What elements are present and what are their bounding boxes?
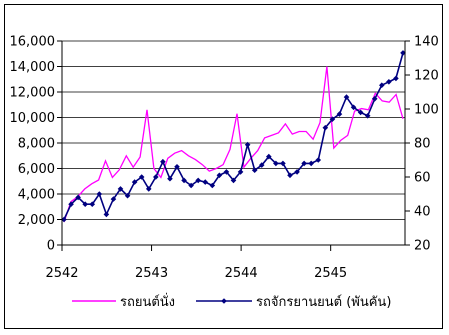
data-point <box>336 111 343 117</box>
gridlines <box>62 40 405 220</box>
series-1 <box>63 66 404 223</box>
data-point <box>280 160 286 167</box>
legend: รถยนต์นั่ง รถจักรยานยนต์ (พันคัน) <box>72 293 391 310</box>
data-point <box>188 182 194 189</box>
data-point <box>174 164 180 170</box>
data-point <box>124 192 131 199</box>
y-right-tick-label: 40 <box>414 205 431 220</box>
y-left-tick-label: 4,000 <box>18 188 55 203</box>
data-point <box>400 50 406 56</box>
y-left-tick-label: 12,000 <box>10 86 56 101</box>
y-right-tick-label: 140 <box>414 35 439 50</box>
y-right-tick-label: 60 <box>414 171 431 186</box>
data-point <box>379 82 385 88</box>
x-tick-label: 2544 <box>225 266 258 281</box>
data-point <box>145 186 152 192</box>
y-left-tick-label: 16,000 <box>10 35 56 50</box>
data-point <box>294 169 300 175</box>
data-point <box>258 162 265 168</box>
data-point <box>371 96 378 102</box>
y-right-tick-label: 20 <box>414 239 431 254</box>
y-left-tick-label: 10,000 <box>10 111 56 126</box>
data-point <box>110 196 117 202</box>
data-point <box>160 158 166 165</box>
data-point <box>273 160 279 167</box>
data-point <box>251 167 258 173</box>
data-point <box>230 177 237 184</box>
data-point <box>364 113 371 119</box>
y-left-tick-label: 0 <box>47 239 55 254</box>
data-point <box>266 153 272 160</box>
data-point <box>223 169 230 175</box>
data-point <box>216 172 223 179</box>
data-point <box>322 124 329 131</box>
y-right-tick-label: 120 <box>414 69 439 84</box>
data-point <box>195 177 201 184</box>
data-point <box>82 201 88 207</box>
x-tick-label: 2543 <box>135 266 168 281</box>
data-point <box>61 216 67 223</box>
data-point <box>357 109 364 116</box>
data-point <box>138 174 145 180</box>
data-point <box>117 186 124 192</box>
legend-item-1: รถยนต์นั่ง <box>72 293 175 310</box>
data-point <box>131 179 138 185</box>
x-tick-label: 2542 <box>45 266 78 281</box>
data-point <box>153 174 159 180</box>
data-point <box>89 201 96 207</box>
y-right-tick-label: 80 <box>414 137 431 152</box>
data-point <box>301 160 307 167</box>
series-line <box>63 66 404 223</box>
legend-label: รถยนต์นั่ง <box>120 293 175 310</box>
series-line <box>63 52 404 220</box>
data-point <box>96 191 103 197</box>
data-point <box>386 79 392 85</box>
y-left-tick-label: 14,000 <box>10 60 56 75</box>
data-point <box>244 141 251 148</box>
data-point <box>308 160 314 167</box>
y-left-tick-label: 8,000 <box>18 137 55 152</box>
data-point <box>350 104 357 111</box>
series-2 <box>61 50 406 223</box>
data-point <box>181 177 187 184</box>
data-point <box>343 94 350 100</box>
legend-item-2: รถจักรยานยนต์ (พันคัน) <box>196 294 391 310</box>
data-point <box>202 179 209 185</box>
data-point <box>287 172 293 179</box>
legend-marker <box>221 298 227 304</box>
y-right-tick-label: 100 <box>414 103 439 118</box>
data-point <box>103 211 110 218</box>
y-left-tick-label: 2,000 <box>18 213 55 228</box>
x-tick-label: 2545 <box>314 266 347 281</box>
data-point <box>237 169 244 175</box>
data-point <box>209 182 216 189</box>
data-point <box>167 175 173 182</box>
chart-frame <box>4 4 443 329</box>
data-point <box>75 194 81 201</box>
data-point <box>315 157 322 163</box>
data-point <box>393 75 399 82</box>
data-point <box>68 201 74 207</box>
legend-label: รถจักรยานยนต์ (พันคัน) <box>256 294 391 310</box>
data-point <box>329 116 336 122</box>
y-left-tick-label: 6,000 <box>18 162 55 177</box>
